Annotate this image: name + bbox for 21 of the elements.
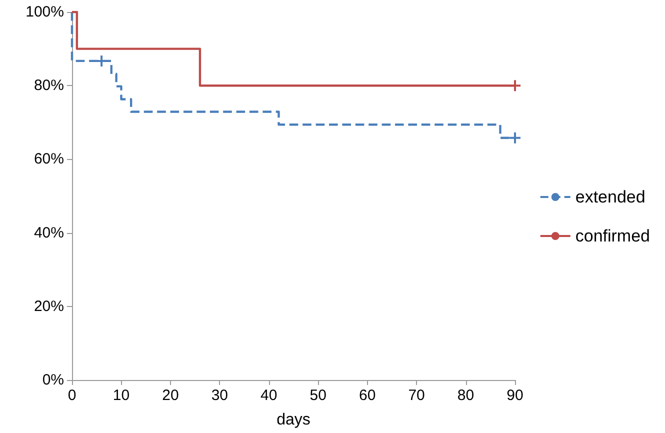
y-tick-label: 60% bbox=[34, 150, 64, 168]
x-tick-label: 20 bbox=[162, 387, 179, 404]
y-tick-label: 0% bbox=[42, 372, 64, 388]
y-tick-label: 20% bbox=[34, 298, 64, 315]
y-tick-label: 100% bbox=[26, 4, 64, 20]
legend-label: extended bbox=[575, 188, 646, 206]
x-tick-label: 50 bbox=[310, 387, 326, 404]
x-tick-label: 10 bbox=[112, 387, 130, 404]
point bbox=[508, 79, 522, 92]
x-tick-label: 80 bbox=[457, 387, 474, 404]
point bbox=[508, 131, 522, 144]
x-tick-label: 0 bbox=[68, 387, 76, 404]
x-tick-label: 30 bbox=[211, 387, 228, 404]
x-tick-label: 90 bbox=[506, 387, 524, 404]
x-tick-label: 40 bbox=[260, 387, 278, 404]
x-axis-title: days bbox=[276, 412, 310, 428]
y-tick-label: 40% bbox=[34, 224, 64, 242]
legend-label: confirmed bbox=[575, 226, 650, 246]
x-tick-label: 70 bbox=[408, 387, 425, 404]
y-tick-label: 80% bbox=[34, 77, 64, 94]
x-tick-label: 60 bbox=[358, 387, 376, 404]
